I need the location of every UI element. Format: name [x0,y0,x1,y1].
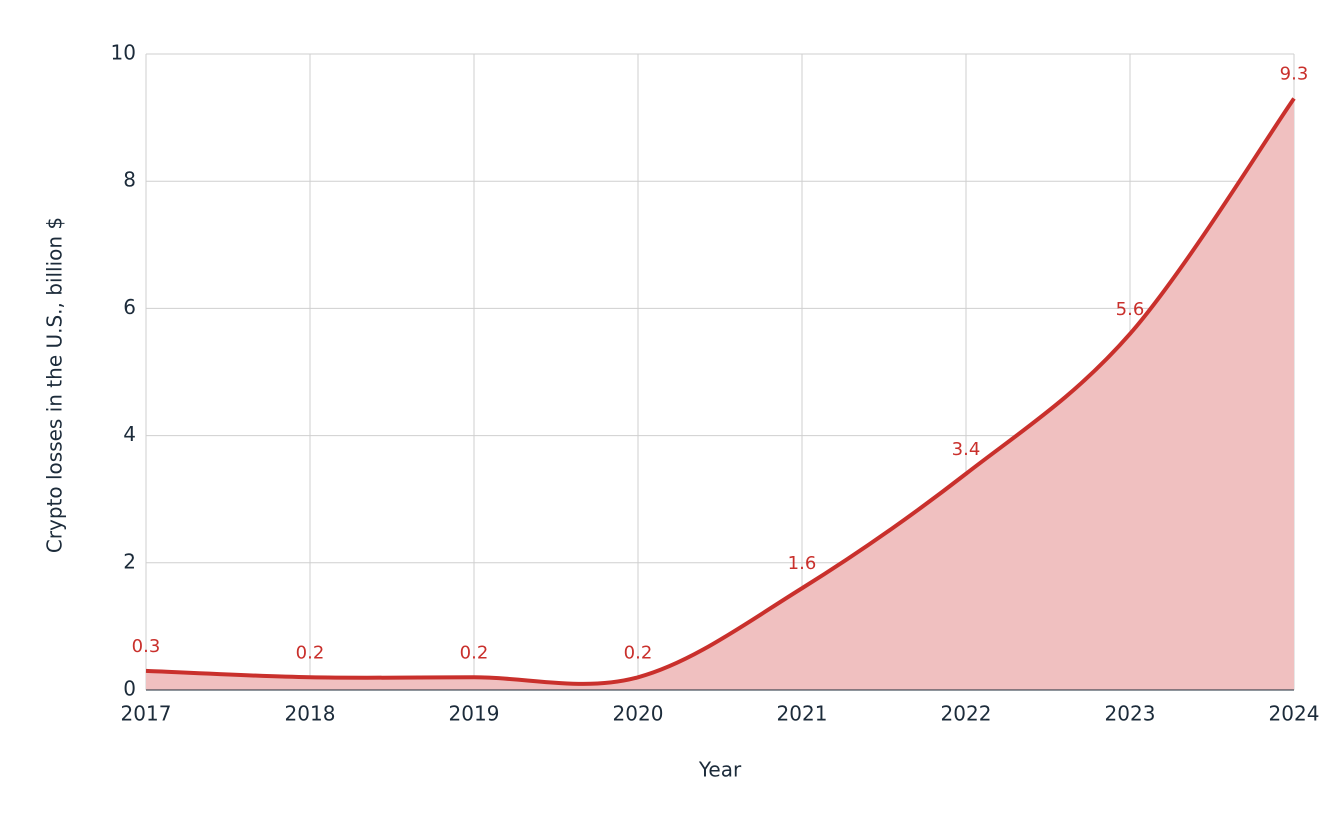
y-tick-label: 10 [111,41,136,65]
value-label: 1.6 [788,553,817,574]
y-axis-label: Crypto losses in the U.S., billion $ [43,217,67,553]
value-label: 0.2 [296,642,325,663]
value-label: 0.2 [460,642,489,663]
value-label: 3.4 [952,439,981,460]
y-tick-label: 4 [123,422,136,446]
x-tick-label: 2023 [1105,702,1156,726]
area [146,98,1294,690]
x-tick-label: 2024 [1269,702,1320,726]
x-tick-label: 2018 [285,702,336,726]
value-label: 9.3 [1280,64,1309,85]
value-label: 5.6 [1116,299,1145,320]
x-tick-label: 2022 [941,702,992,726]
y-tick-label: 8 [123,168,136,192]
y-tick-label: 6 [123,295,136,319]
x-tick-label: 2020 [613,702,664,726]
value-label: 0.3 [132,636,161,657]
line [145,97,1296,686]
y-tick-label: 0 [123,677,136,701]
value-label: 0.2 [624,642,653,663]
x-axis-label: Year [698,758,742,782]
y-tick-label: 2 [123,549,136,573]
x-tick-label: 2021 [777,702,828,726]
x-tick-label: 2017 [121,702,172,726]
x-tick-label: 2019 [449,702,500,726]
